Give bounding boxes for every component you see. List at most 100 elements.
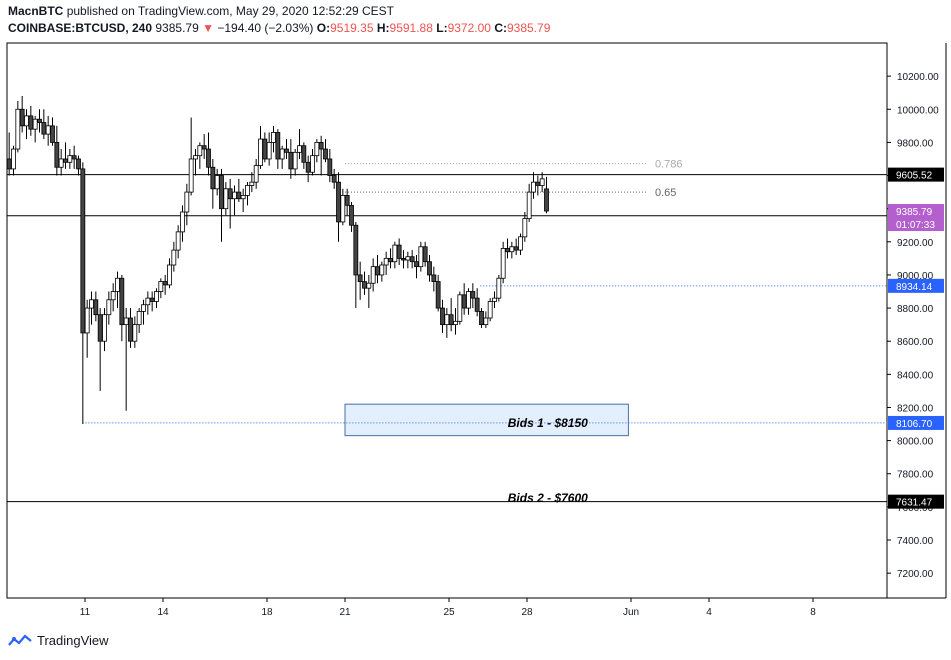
x-tick-label: 4 xyxy=(706,607,712,618)
symbol-label: COINBASE:BTCUSD, 240 xyxy=(8,21,153,35)
y-tick-label: 8400.00 xyxy=(897,370,934,381)
price-tag-bg xyxy=(888,494,944,509)
price-change: −194.40 (−2.03%) xyxy=(217,21,314,35)
candle-body xyxy=(11,148,16,170)
candle-body xyxy=(379,264,385,276)
candle-body xyxy=(210,166,216,190)
candle-body xyxy=(539,178,545,186)
candle-body xyxy=(344,195,350,206)
candle-body xyxy=(32,118,38,130)
candle-body xyxy=(470,291,476,299)
candle-body xyxy=(301,145,307,163)
candle-body xyxy=(440,307,445,326)
candle-body xyxy=(71,155,77,160)
publish-info: MacnBTC published on TradingView.com, Ma… xyxy=(8,4,394,18)
candle-body xyxy=(249,181,255,186)
footer-brand: TradingView xyxy=(8,633,109,648)
candle-body xyxy=(418,246,424,268)
bids-annotation: Bids 2 - $7600 xyxy=(508,491,588,505)
candle-body xyxy=(119,277,125,326)
low-label: L: xyxy=(436,21,448,35)
candle-body xyxy=(158,281,164,292)
candle-body xyxy=(115,277,120,292)
candle-body xyxy=(509,246,515,253)
candle-body xyxy=(362,281,367,289)
candle-body xyxy=(236,191,242,200)
author-name[interactable]: MacnBTC xyxy=(8,4,64,18)
candle-body xyxy=(110,291,116,301)
candle-body xyxy=(414,261,419,268)
candle-body xyxy=(80,168,86,334)
price-tag: 8106.70 xyxy=(896,419,933,430)
candle-body xyxy=(531,181,536,193)
candle-body xyxy=(487,301,493,319)
candle-body xyxy=(310,155,315,173)
candle-body xyxy=(284,148,289,153)
candle-body xyxy=(171,249,177,266)
bids-zone-box[interactable] xyxy=(344,403,629,437)
price-tag-bg xyxy=(888,415,944,430)
x-tick-label: Jun xyxy=(623,607,639,618)
candle-body xyxy=(240,195,246,200)
candle-body xyxy=(197,145,203,157)
candle-body xyxy=(479,310,484,326)
y-tick-label: 8000.00 xyxy=(897,437,934,448)
candle-body xyxy=(102,314,107,342)
candle-body xyxy=(396,244,402,259)
candle-body xyxy=(431,274,437,282)
candle-body xyxy=(262,138,268,160)
candle-body xyxy=(76,158,81,170)
candle-body xyxy=(357,274,363,282)
candle-body xyxy=(457,294,463,322)
price-tag-bg xyxy=(888,278,944,293)
candle-body xyxy=(136,310,142,326)
candle-body xyxy=(188,158,194,193)
candle-body xyxy=(305,161,311,173)
y-tick-label: 10000.00 xyxy=(897,105,939,116)
candle-body xyxy=(232,191,237,200)
price-tag: 9605.52 xyxy=(896,171,933,182)
candle-body xyxy=(141,304,146,312)
x-tick-label: 8 xyxy=(810,607,816,618)
candle-body xyxy=(492,297,497,302)
y-tick-label: 10200.00 xyxy=(897,72,939,83)
candle-body xyxy=(193,155,198,160)
price-tag-bg xyxy=(888,167,944,182)
brand-label: TradingView xyxy=(37,633,109,648)
candle-body xyxy=(201,145,207,150)
current-price-tag-bg xyxy=(888,204,944,232)
candle-body xyxy=(405,256,411,261)
candle-body xyxy=(50,125,55,143)
candle-body xyxy=(522,218,528,238)
symbol-info: COINBASE:BTCUSD, 240 9385.79 ▼ −194.40 (… xyxy=(8,21,550,35)
candle-body xyxy=(422,246,428,263)
publish-text: published on TradingView.com, May 29, 20… xyxy=(66,4,395,18)
candle-body xyxy=(28,115,34,130)
candle-body xyxy=(145,297,151,306)
candle-body xyxy=(383,257,389,266)
candle-body xyxy=(401,257,406,261)
y-tick-label: 9200.00 xyxy=(897,238,934,249)
candle-body xyxy=(292,151,298,170)
candle-body xyxy=(223,188,229,210)
candle-body xyxy=(275,132,281,160)
candle-body xyxy=(58,158,64,168)
candle-body xyxy=(97,314,103,342)
candle-body xyxy=(15,108,21,150)
candle-body xyxy=(219,175,224,210)
candle-body xyxy=(518,236,523,251)
candle-body xyxy=(84,307,90,334)
candle-body xyxy=(41,122,47,135)
candle-body xyxy=(392,244,398,263)
candle-body xyxy=(370,266,376,284)
candle-body xyxy=(448,314,454,326)
candle-body xyxy=(162,281,168,286)
x-tick-label: 25 xyxy=(443,607,455,618)
candle-body xyxy=(366,282,372,289)
x-tick-label: 11 xyxy=(80,607,91,618)
candle-body xyxy=(184,191,190,213)
candle-body xyxy=(500,248,506,279)
candle-body xyxy=(24,115,29,127)
candle-body xyxy=(453,320,458,326)
